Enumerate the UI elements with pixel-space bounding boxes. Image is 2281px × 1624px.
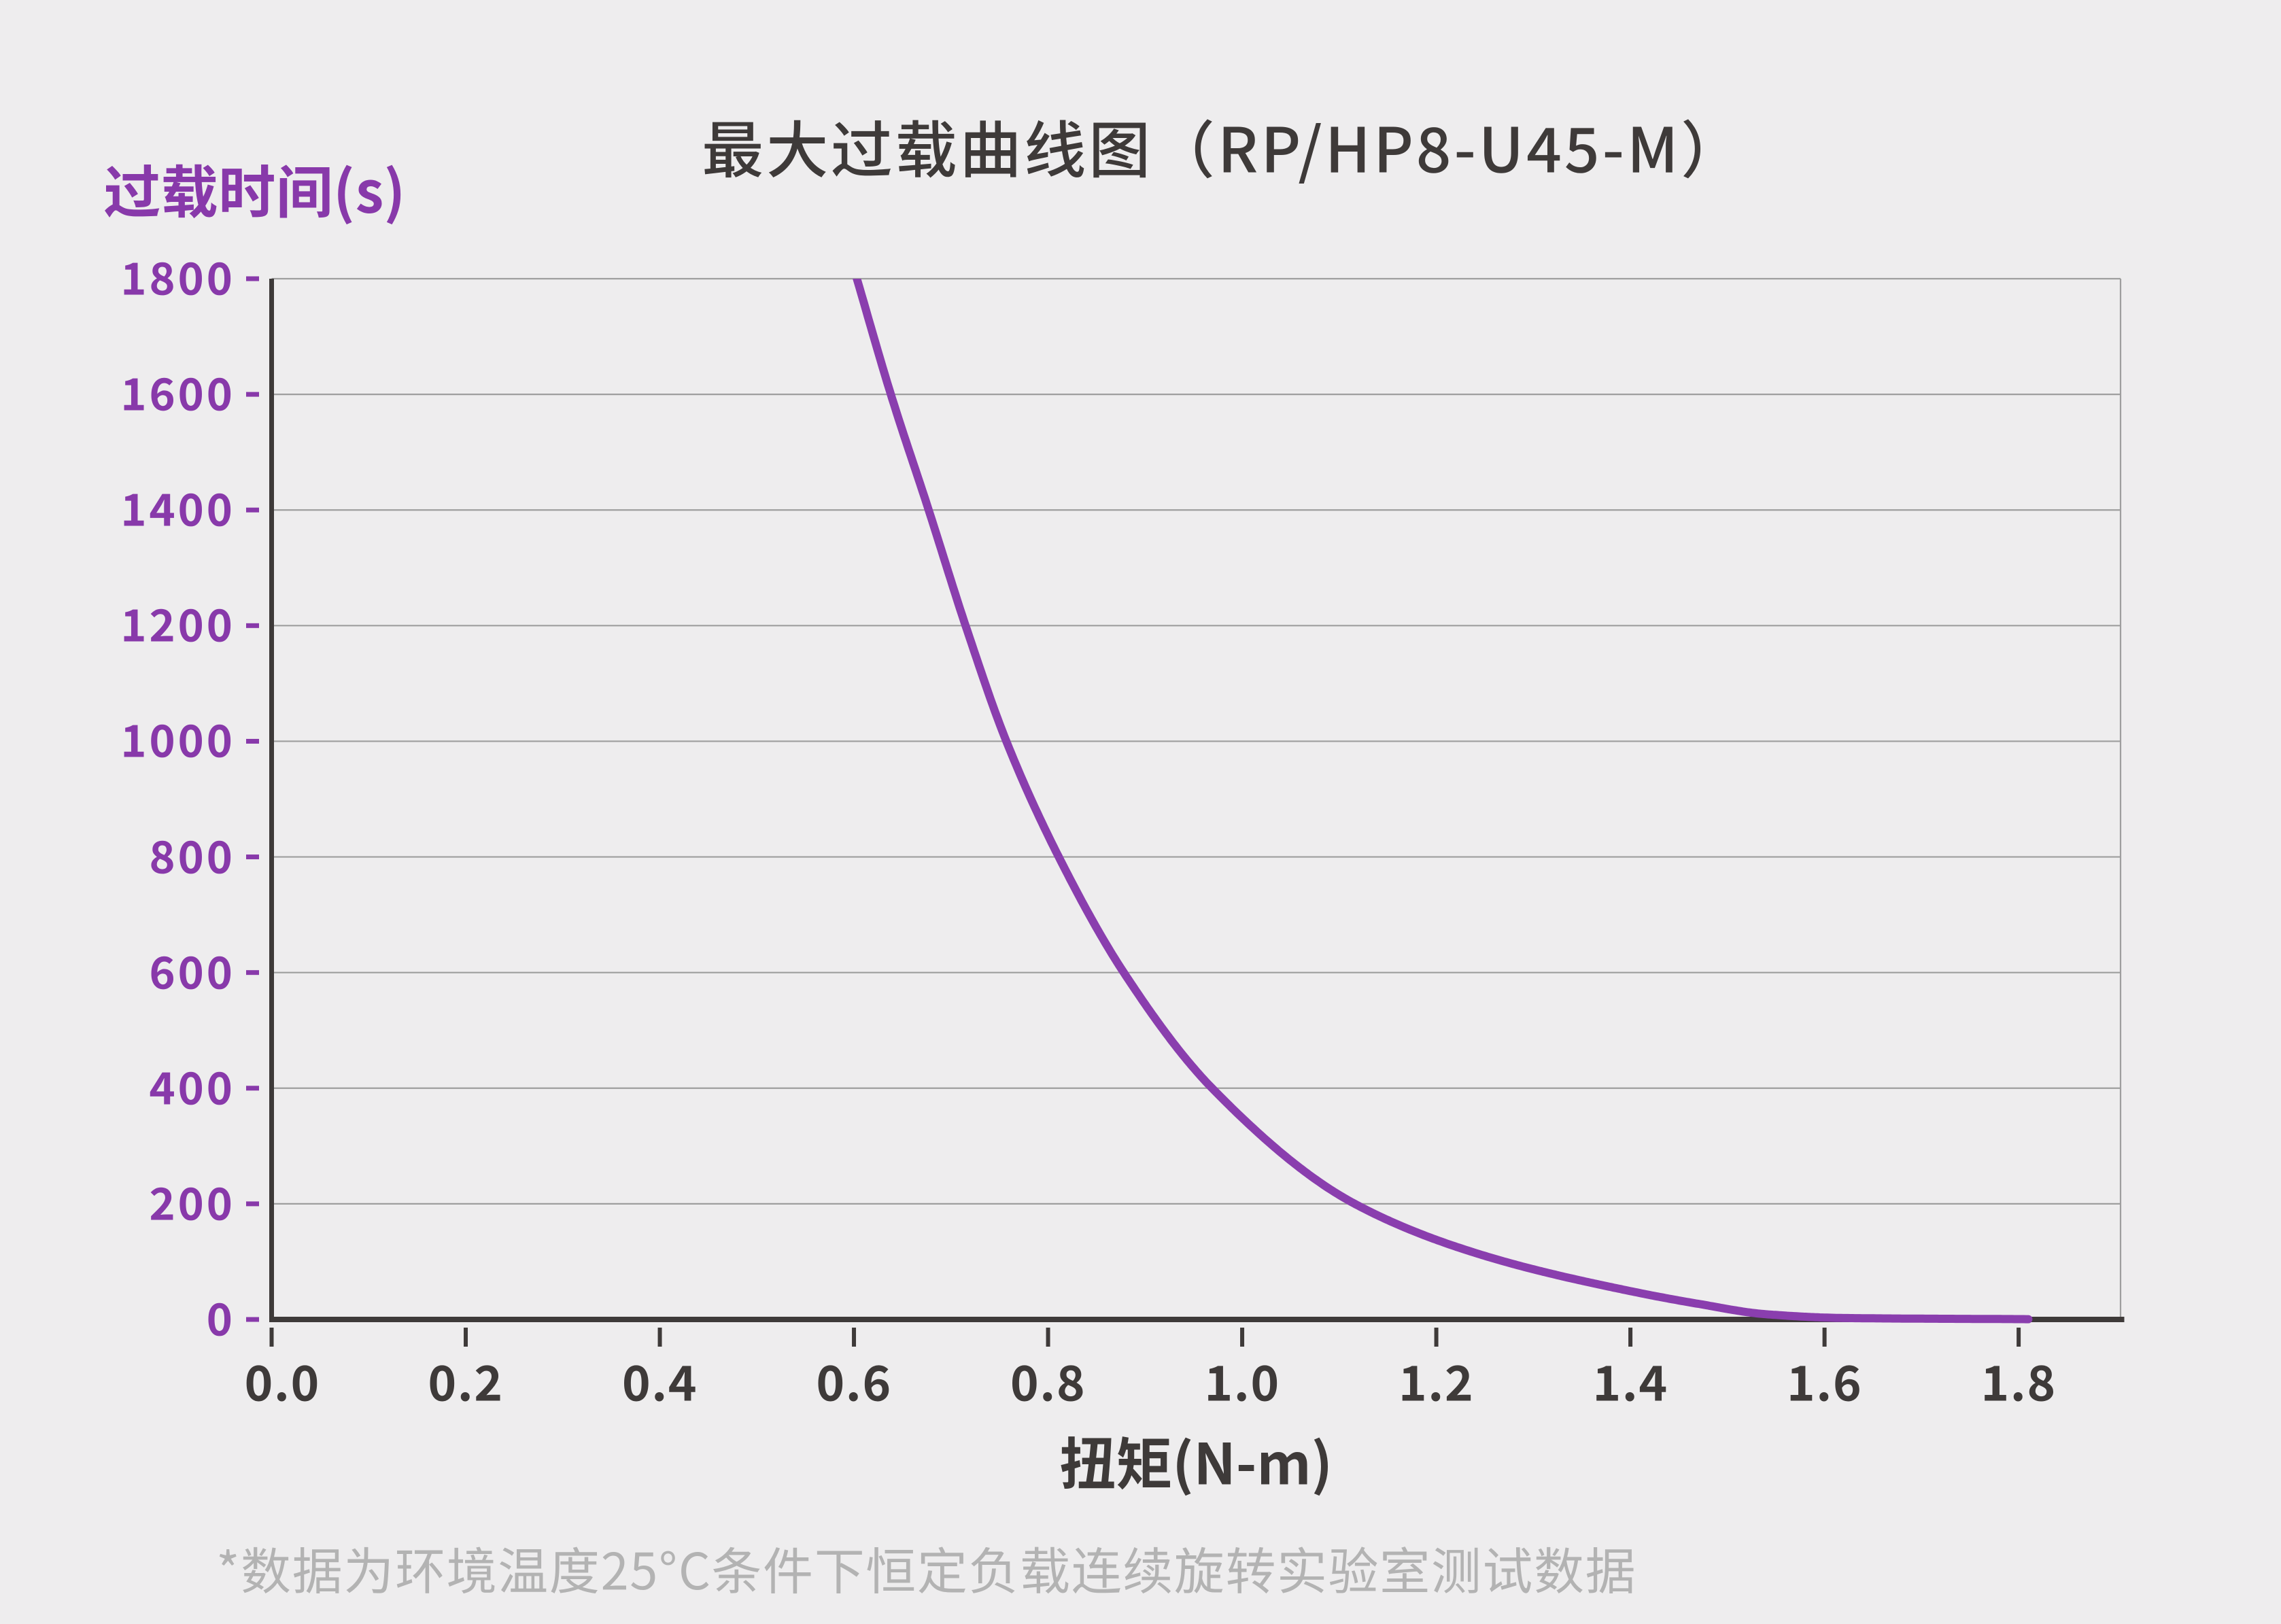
y-tick-label: 1600 bbox=[120, 359, 235, 424]
y-tick-mark bbox=[246, 623, 259, 628]
y-tick-label: 1200 bbox=[120, 590, 235, 655]
y-tick-label: 600 bbox=[149, 937, 235, 1002]
y-tick-mark bbox=[246, 1317, 259, 1322]
x-tick-label: 1.4 bbox=[1592, 1345, 1668, 1415]
y-tick-mark bbox=[246, 738, 259, 744]
footnote: *数据为环境温度25°C条件下恒定负载连续旋转实验室测试数据 bbox=[216, 1532, 1637, 1604]
axis-spines bbox=[269, 279, 2125, 1322]
y-tick-mark bbox=[246, 1086, 259, 1091]
x-tick-label: 0.2 bbox=[428, 1345, 504, 1415]
x-tick-label: 1.6 bbox=[1786, 1345, 1863, 1415]
x-tick-mark bbox=[1822, 1328, 1827, 1347]
x-tick-mark bbox=[1240, 1328, 1245, 1347]
y-tick-label: 200 bbox=[149, 1169, 235, 1233]
x-tick-mark bbox=[2017, 1328, 2021, 1347]
x-tick-mark bbox=[852, 1328, 857, 1347]
y-tick-label: 0 bbox=[206, 1284, 235, 1349]
y-tick-mark bbox=[246, 392, 259, 397]
overload-curve-path bbox=[853, 279, 2033, 1324]
y-tick-label: 1400 bbox=[120, 474, 235, 539]
x-tick-label: 0.6 bbox=[816, 1345, 892, 1415]
x-tick-label: 1.8 bbox=[1980, 1345, 2057, 1415]
y-tick-label: 800 bbox=[149, 822, 235, 886]
y-tick-label: 1800 bbox=[120, 243, 235, 308]
x-tick-mark bbox=[1628, 1328, 1633, 1347]
y-tick-mark bbox=[246, 854, 259, 860]
x-tick-label: 0.0 bbox=[244, 1345, 320, 1415]
y-axis-spine bbox=[269, 279, 274, 1322]
x-tick-label: 0.4 bbox=[621, 1345, 698, 1415]
x-tick-mark bbox=[1046, 1328, 1050, 1347]
x-tick-mark bbox=[269, 1328, 274, 1347]
y-tick-marks bbox=[246, 276, 259, 1322]
x-tick-label: 0.8 bbox=[1010, 1345, 1086, 1415]
x-tick-mark bbox=[1434, 1328, 1439, 1347]
gridlines bbox=[271, 277, 2122, 1319]
y-tick-label: 1000 bbox=[120, 706, 235, 770]
x-axis-title: 扭矩(N-m) bbox=[1059, 1419, 1333, 1501]
y-tick-label: 400 bbox=[149, 1053, 235, 1118]
overload-curve bbox=[853, 279, 2033, 1324]
y-tick-mark bbox=[246, 507, 259, 513]
x-tick-marks bbox=[269, 1328, 2021, 1347]
y-tick-mark bbox=[246, 970, 259, 975]
x-tick-mark bbox=[657, 1328, 662, 1347]
chart-title: 最大过载曲线图（RP/HP8-U45-M） bbox=[702, 101, 1745, 191]
x-tick-label: 1.2 bbox=[1398, 1345, 1475, 1415]
x-tick-mark bbox=[464, 1328, 468, 1347]
x-axis-spine bbox=[269, 1317, 2125, 1322]
y-tick-mark bbox=[246, 1201, 259, 1207]
x-tick-label: 1.0 bbox=[1204, 1345, 1280, 1415]
y-tick-mark bbox=[246, 276, 259, 281]
y-axis-title: 过载时间(s) bbox=[103, 147, 406, 230]
